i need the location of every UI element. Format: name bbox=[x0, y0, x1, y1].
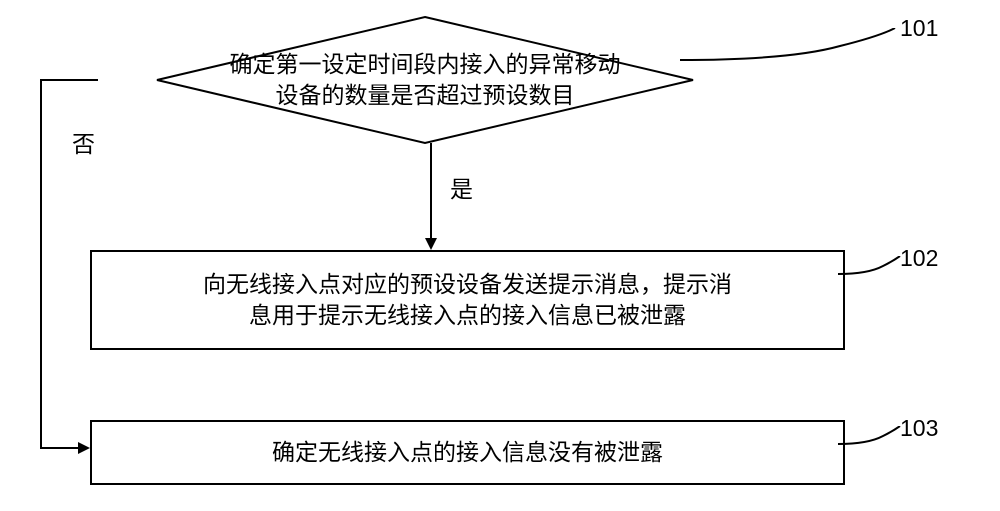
decision-line2: 设备的数量是否超过预设数目 bbox=[276, 82, 575, 108]
process-102-text: 向无线接入点对应的预设设备发送提示消息，提示消 息用于提示无线接入点的接入信息已… bbox=[203, 269, 732, 331]
decision-node: 确定第一设定时间段内接入的异常移动 设备的数量是否超过预设数目 bbox=[155, 15, 695, 145]
process-103-text: 确定无线接入点的接入信息没有被泄露 bbox=[272, 437, 663, 468]
label-102: 102 bbox=[900, 245, 938, 272]
connector-103 bbox=[838, 426, 903, 446]
process-node-103: 确定无线接入点的接入信息没有被泄露 bbox=[90, 420, 845, 485]
decision-text: 确定第一设定时间段内接入的异常移动 设备的数量是否超过预设数目 bbox=[225, 49, 625, 111]
label-103: 103 bbox=[900, 415, 938, 442]
decision-line1: 确定第一设定时间段内接入的异常移动 bbox=[230, 51, 621, 77]
process-node-102: 向无线接入点对应的预设设备发送提示消息，提示消 息用于提示无线接入点的接入信息已… bbox=[90, 250, 845, 350]
connector-101 bbox=[680, 28, 900, 63]
label-101: 101 bbox=[900, 15, 938, 42]
process-102-line1: 向无线接入点对应的预设设备发送提示消息，提示消 bbox=[203, 271, 732, 297]
no-label: 否 bbox=[72, 125, 95, 159]
yes-label: 是 bbox=[450, 170, 473, 204]
arrow-yes bbox=[423, 143, 439, 253]
connector-102 bbox=[838, 256, 903, 276]
process-102-line2: 息用于提示无线接入点的接入信息已被泄露 bbox=[249, 302, 686, 328]
